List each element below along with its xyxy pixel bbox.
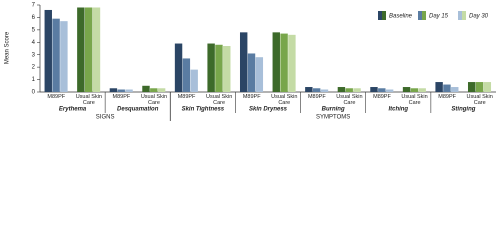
chart: Mean Score 0 1 2 3 4 5 6 7 Erythema Desquamation S… [4, 2, 496, 121]
legend-label: Baseline [389, 14, 413, 20]
bar [418, 88, 426, 92]
y-tick-label: 4 [32, 40, 36, 46]
bar [475, 82, 484, 92]
bar [345, 88, 353, 92]
bar [378, 88, 386, 92]
y-tick-label: 1 [32, 77, 36, 83]
x-tick-label: Usual Skin Care [205, 94, 233, 106]
bar [410, 88, 419, 92]
bar [385, 89, 394, 92]
bar [52, 18, 60, 92]
x-tick-label: M89PF [177, 94, 196, 100]
legend-swatch [418, 11, 422, 20]
bar [182, 58, 191, 92]
y-tick-label: 3 [32, 52, 36, 58]
x-tick-label: Usual Skin Care [336, 94, 363, 106]
bar [125, 89, 133, 92]
y-tick-label: 0 [32, 90, 36, 96]
bar [150, 88, 158, 92]
y-tick-label: 6 [32, 15, 36, 21]
group-label: Erythema [59, 107, 87, 113]
x-tick-label: Usual Skin Care [75, 94, 102, 106]
x-tick-label: M89PF [242, 94, 261, 100]
y-axis-label: Mean Score [5, 31, 11, 64]
bar [312, 88, 321, 92]
group-label: Skin Dryness [249, 107, 288, 113]
section-label: SIGNS [96, 115, 115, 121]
bar [353, 88, 361, 92]
y-tick-label: 5 [32, 27, 36, 33]
bar [60, 21, 68, 92]
x-tick-label: Usual Skin Care [271, 94, 298, 106]
bar [44, 9, 52, 93]
bar [483, 82, 492, 92]
legend-swatch [462, 11, 466, 20]
bar [157, 88, 166, 92]
bar [77, 7, 85, 92]
bar [109, 88, 118, 92]
legend-swatch [422, 11, 426, 20]
legend-label: Day 15 [429, 14, 449, 20]
group-label: Skin Tightness [182, 107, 225, 113]
legend-swatch [458, 11, 462, 20]
legend-swatch [378, 11, 382, 20]
bar [337, 87, 346, 92]
x-tick-label: M89PF [307, 94, 326, 100]
bar [370, 87, 378, 92]
legend-label: Day 30 [469, 14, 489, 20]
bar [84, 7, 93, 92]
bar [320, 89, 329, 92]
y-tick-label: 7 [32, 3, 36, 9]
bar [255, 57, 264, 92]
x-tick-label: M89PF [438, 94, 456, 100]
y-tick-label: 2 [32, 65, 36, 71]
group-label: Desquamation [117, 107, 159, 113]
x-tick-label: M89PF [112, 94, 131, 100]
bar [117, 89, 125, 92]
bar [272, 32, 280, 92]
bar [435, 82, 443, 92]
bar [402, 87, 411, 92]
group-label: Itching [388, 107, 408, 113]
bar [92, 7, 101, 92]
bar [174, 43, 183, 92]
bar [451, 87, 459, 92]
bar [280, 33, 288, 92]
x-tick-label: Usual Skin Care [140, 94, 168, 106]
legend-swatch [382, 11, 386, 20]
bar [142, 85, 150, 92]
bar [443, 84, 451, 92]
x-tick-label: M89PF [373, 94, 391, 100]
bar [305, 87, 313, 92]
group-label: Stinging [451, 107, 475, 113]
bar [247, 53, 256, 92]
x-tick-label: M89PF [47, 94, 66, 100]
bar [190, 69, 198, 92]
bar [207, 43, 215, 92]
bar [288, 34, 296, 92]
bar [215, 44, 223, 92]
bar [223, 46, 231, 92]
bar [467, 82, 476, 92]
section-label: SYMPTOMS [316, 115, 350, 121]
x-tick-label: Usual Skin Care [401, 94, 428, 106]
bar [239, 32, 248, 92]
x-tick-label: Usual Skin Care [466, 94, 493, 106]
group-label: Burning [322, 107, 345, 113]
